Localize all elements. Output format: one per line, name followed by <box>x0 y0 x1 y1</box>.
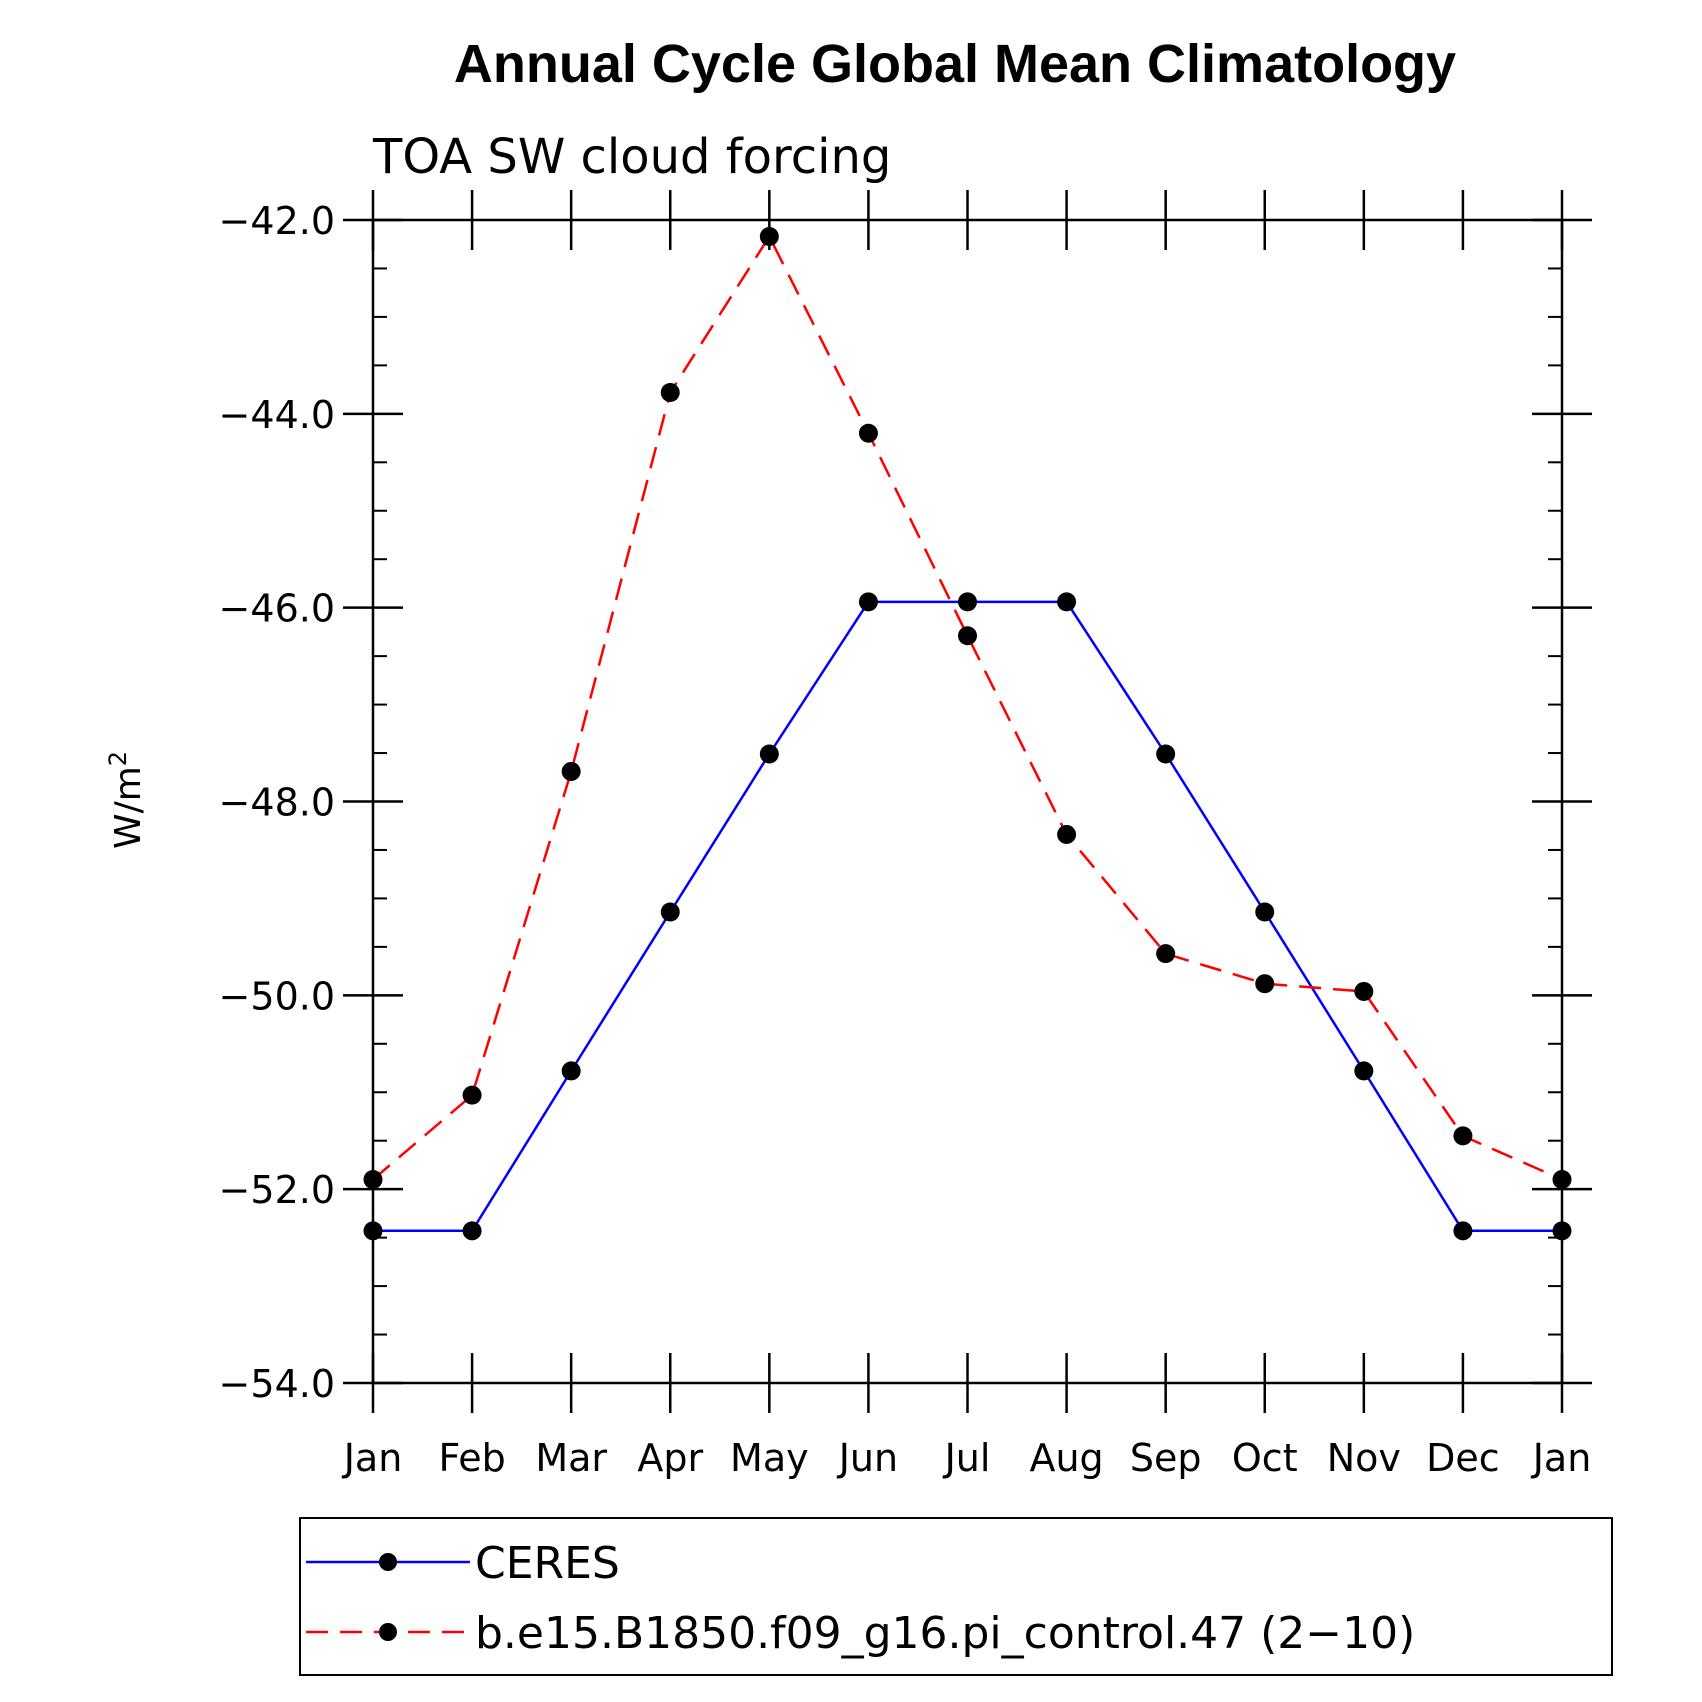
data-point <box>1156 944 1176 964</box>
x-axis-tick-labels: Jan Feb Mar Apr May Jun Jul Aug Sep Oct Nov Dec Jan <box>342 1436 1592 1480</box>
y-tick-label: −46.0 <box>219 587 335 631</box>
x-tick-label: Jan <box>1531 1436 1592 1480</box>
data-point <box>1453 1126 1473 1146</box>
data-point <box>958 592 977 612</box>
series-line <box>373 600 1562 1233</box>
y-tick-label: −54.0 <box>219 1362 335 1406</box>
y-tick-label: −52.0 <box>219 1168 335 1212</box>
x-tick-label: Dec <box>1426 1436 1500 1480</box>
y-axis-label-superscript: 2 <box>104 751 132 766</box>
legend-box <box>299 1517 1613 1676</box>
data-point <box>1255 902 1275 922</box>
y-tick-label: −48.0 <box>219 781 335 825</box>
data-point <box>759 744 779 764</box>
x-tick-label: Jun <box>837 1436 898 1480</box>
legend-marker-ceres <box>379 1553 397 1571</box>
series-line <box>372 233 1563 1181</box>
data-point <box>660 902 680 922</box>
legend-entry-ceres: CERES <box>306 1538 620 1589</box>
y-tick-label: −44.0 <box>219 393 335 437</box>
x-tick-label: May <box>730 1436 809 1480</box>
x-tick-label: Nov <box>1327 1436 1401 1480</box>
y-axis-tick-labels: −54.0 −52.0 −50.0 −48.0 −46.0 −44.0 −42.0 <box>219 199 335 1406</box>
legend-marker-model <box>379 1623 397 1641</box>
x-tick-label: Apr <box>637 1436 703 1480</box>
data-point <box>363 1221 383 1241</box>
legend-label-ceres: CERES <box>475 1538 620 1589</box>
series-1 <box>363 226 1572 1189</box>
x-tick-label: Mar <box>535 1436 607 1480</box>
data-point <box>1255 974 1275 994</box>
data-point <box>1453 1221 1473 1241</box>
series-0 <box>363 592 1572 1241</box>
chart-subtitle: TOA SW cloud forcing <box>372 129 891 185</box>
y-axis-label-text: W/m <box>108 766 149 849</box>
x-tick-label: Jan <box>342 1436 403 1480</box>
x-tick-label: Sep <box>1130 1436 1202 1480</box>
chart-title: Annual Cycle Global Mean Climatology <box>454 34 1456 94</box>
data-point <box>660 383 680 403</box>
legend-label-model: b.e15.B1850.f09_g16.pi_control.47 (2−10) <box>475 1608 1415 1659</box>
y-tick-label: −50.0 <box>219 974 335 1018</box>
data-point <box>1354 981 1374 1001</box>
plot-frame <box>371 218 1564 1385</box>
data-point <box>1552 1169 1572 1189</box>
x-axis-ticks <box>371 190 1564 1413</box>
x-tick-label: Feb <box>438 1436 505 1480</box>
data-point <box>1156 744 1176 764</box>
data-point <box>462 1221 482 1241</box>
data-point <box>958 626 977 646</box>
y-tick-label: −42.0 <box>219 199 335 243</box>
data-point <box>363 1169 383 1189</box>
data-point <box>1354 1061 1374 1081</box>
data-point <box>561 761 581 781</box>
x-tick-label: Aug <box>1029 1436 1103 1480</box>
data-point <box>759 226 779 246</box>
data-point <box>561 1061 581 1081</box>
data-point <box>858 592 878 612</box>
x-tick-label: Oct <box>1232 1436 1298 1480</box>
data-point <box>858 423 878 443</box>
y-axis-ticks <box>343 218 1592 1385</box>
legend-entry-model: b.e15.B1850.f09_g16.pi_control.47 (2−10) <box>306 1608 1415 1659</box>
data-point <box>462 1085 482 1105</box>
data-point <box>1057 824 1077 844</box>
data-point <box>1057 592 1077 612</box>
x-tick-label: Jul <box>943 1436 991 1480</box>
y-axis-label: W/m2 <box>104 751 149 849</box>
data-point <box>1552 1221 1572 1241</box>
series-layer <box>363 226 1572 1241</box>
